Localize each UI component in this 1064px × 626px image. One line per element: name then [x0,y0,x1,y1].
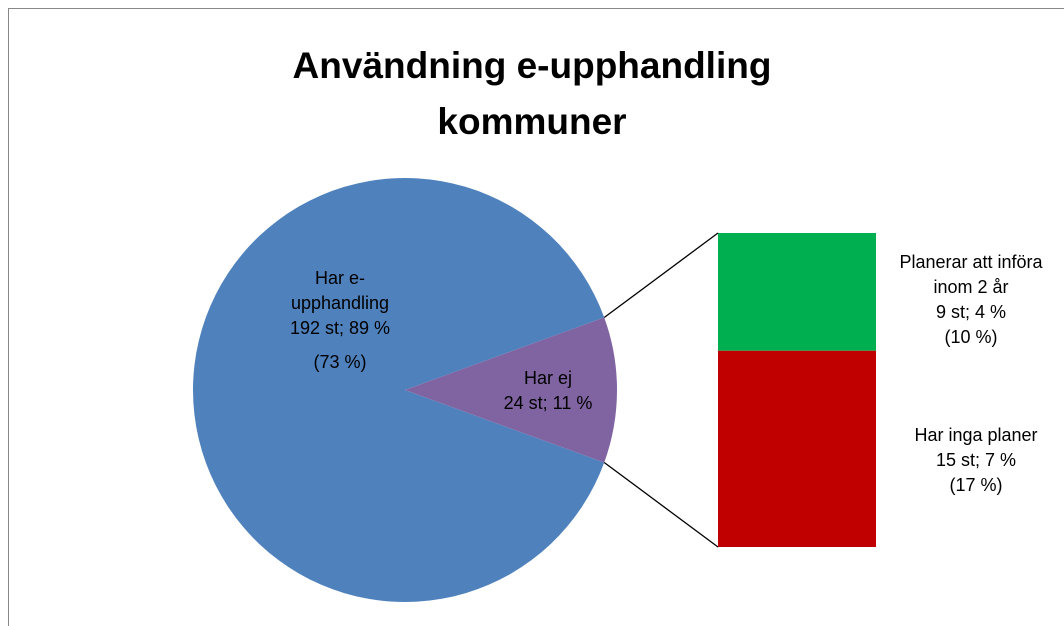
bar-label: Planerar att införa inom 2 år 9 st; 4 % (1… [886,250,1056,350]
bar-segment [718,350,876,547]
connector [603,232,719,319]
data-label: 192 st; 89 % [289,318,391,338]
connector [603,461,719,548]
category-label: Har ej [523,368,572,388]
note-label: (73 %) [313,352,367,372]
category-label: Har inga planer [914,425,1038,445]
note-label: (17 %) [949,475,1003,495]
data-label: 9 st; 4 % [935,302,1007,322]
data-label: 24 st; 11 % [503,393,593,413]
note-label: (10 %) [944,327,998,347]
bar-label: Har inga planer 15 st; 7 % (17 %) [886,423,1064,498]
data-label: 15 st; 7 % [935,450,1017,470]
bar-segment [718,233,876,351]
category-label: Planerar att införa inom 2 år [899,252,1043,297]
category-label: Har e-upphandling [290,268,390,313]
pie-slice [405,317,618,463]
slice-label: Har e-upphandling 192 st; 89 % (73 %) [280,266,400,375]
slice-label: Har ej 24 st; 11 % [478,366,618,416]
frame [8,8,1064,626]
pie-slice [192,177,605,602]
chart-title: Användning e-upphandling kommuner [292,45,772,142]
